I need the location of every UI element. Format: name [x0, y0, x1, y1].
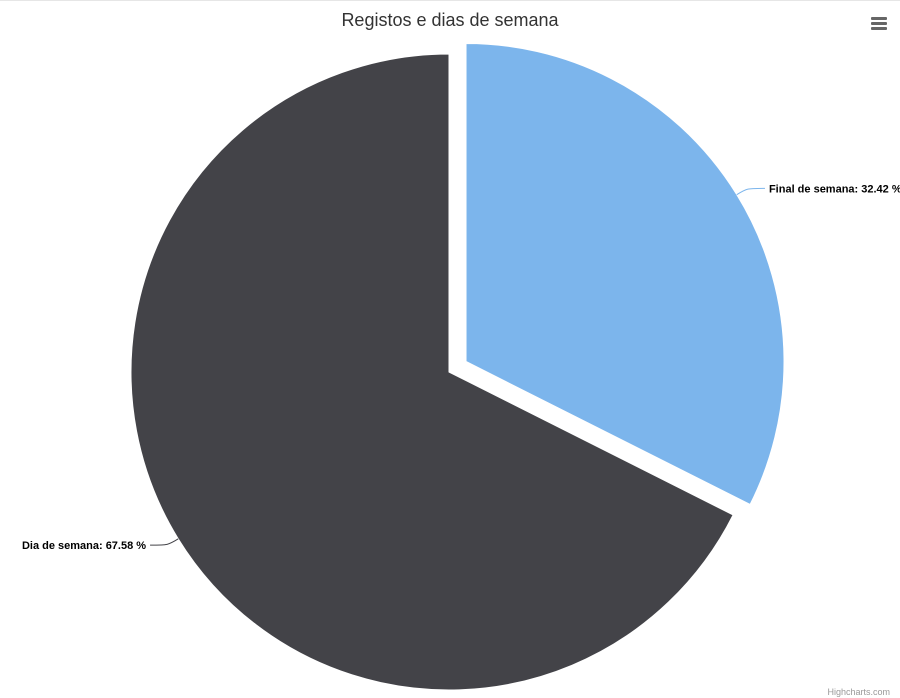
menu-bar	[871, 17, 887, 20]
pie-slices	[130, 43, 785, 691]
menu-bar	[871, 27, 887, 30]
data-labels: Final de semana: 32.42 % Dia de semana: 6…	[22, 183, 900, 552]
label-connectors	[150, 187, 765, 546]
credits-link[interactable]: Highcharts.com	[827, 687, 890, 697]
pie-slice-dia-de-semana[interactable]	[130, 53, 734, 691]
hamburger-menu-icon[interactable]	[864, 9, 894, 37]
chart-title: Registos e dias de semana	[341, 10, 559, 30]
data-label-dia-de-semana: Dia de semana: 67.58 %	[22, 540, 146, 552]
connector-final-de-semana	[736, 187, 765, 196]
data-label-final-de-semana: Final de semana: 32.42 %	[769, 183, 900, 195]
menu-bar	[871, 22, 887, 25]
connector-dia-de-semana	[150, 538, 179, 546]
